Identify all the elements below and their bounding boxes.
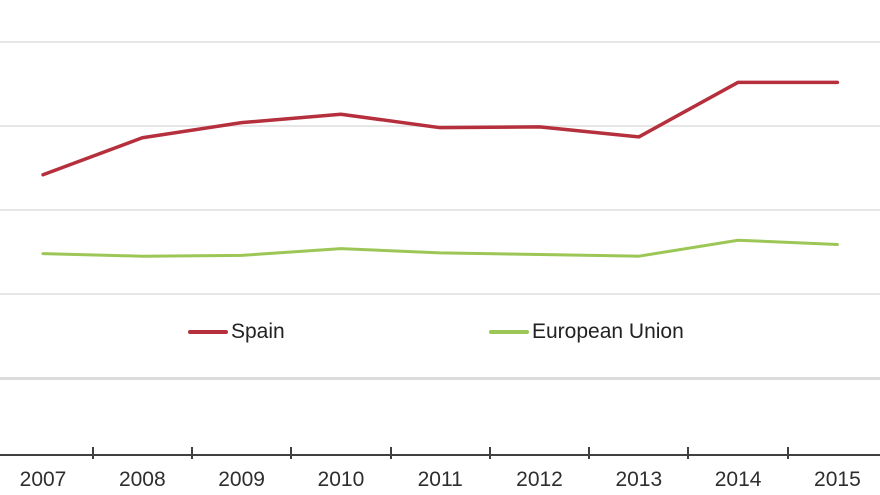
x-axis-label: 2015 xyxy=(814,468,861,491)
x-axis-label: 2008 xyxy=(118,468,166,491)
spain-line xyxy=(41,80,840,177)
x-axis-line xyxy=(0,454,880,456)
spain-line-swatch xyxy=(188,330,228,334)
legend-entry-spain[interactable]: Spain xyxy=(188,318,285,346)
x-axis-label: 2014 xyxy=(714,468,762,491)
european-union-line-swatch xyxy=(489,330,529,334)
x-axis-tick xyxy=(786,447,789,459)
european-union-line xyxy=(41,238,839,258)
series-layer xyxy=(41,80,840,258)
x-axis-label: 2007 xyxy=(19,468,67,491)
x-axis-tick xyxy=(687,447,690,459)
x-axis-tick xyxy=(588,447,591,459)
x-axis-label: 2010 xyxy=(317,468,365,491)
x-axis-label: 2013 xyxy=(615,468,663,491)
x-axis-label: 2009 xyxy=(218,468,265,491)
x-axis-tick xyxy=(389,447,392,459)
x-axis-label: 2011 xyxy=(417,468,463,491)
x-axis-label: 2012 xyxy=(516,468,563,491)
x-axis-tick xyxy=(290,447,293,459)
x-axis-tick xyxy=(91,447,94,459)
gridline xyxy=(0,41,880,43)
gridline xyxy=(0,377,880,380)
legend-label-european-union: European Union xyxy=(532,320,684,343)
legend-entry-european-union[interactable]: European Union xyxy=(489,318,684,346)
legend-label-spain: Spain xyxy=(231,320,285,343)
x-axis-tick xyxy=(488,447,491,459)
gridline xyxy=(0,293,880,295)
gridline xyxy=(0,209,880,211)
x-axis-tick xyxy=(190,447,193,459)
legend: Spain European Union xyxy=(0,318,880,346)
